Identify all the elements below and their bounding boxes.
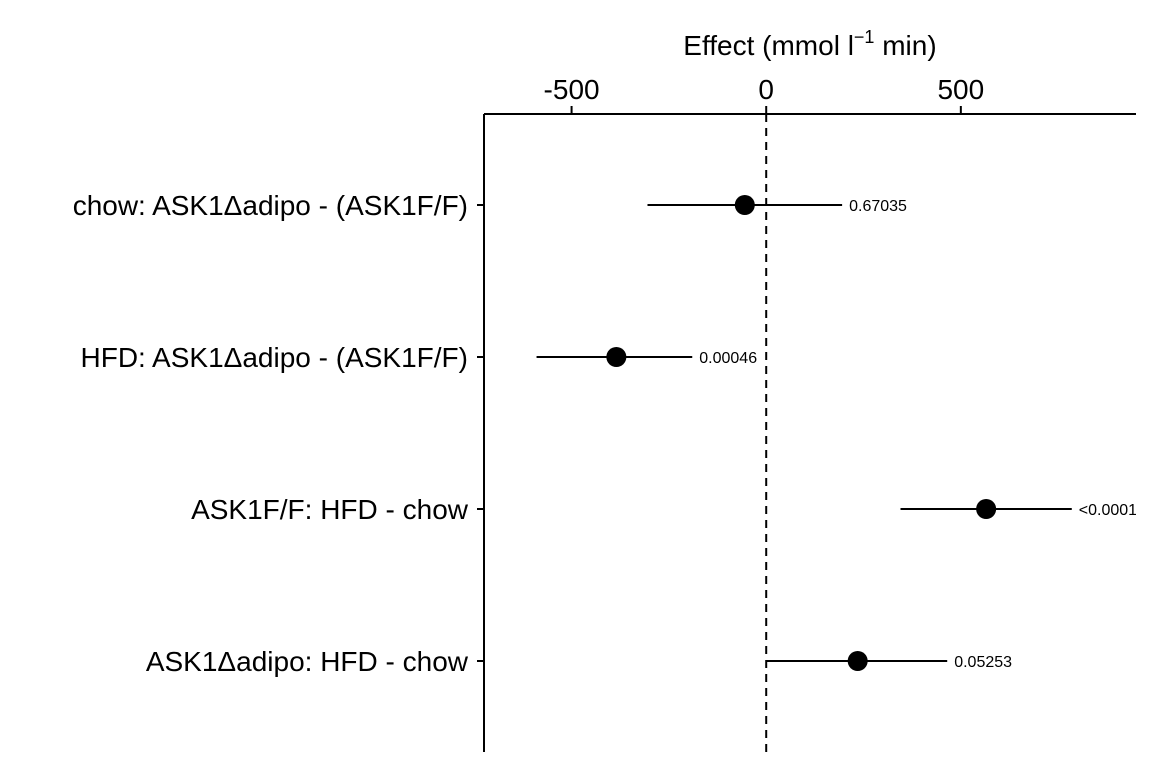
row-label: ASK1F/F: HFD - chow bbox=[191, 494, 469, 525]
row-label: chow: ASK1Δadipo - (ASK1F/F) bbox=[73, 190, 468, 221]
row-label: ASK1Δadipo: HFD - chow bbox=[146, 646, 469, 677]
p-value-label: 0.00046 bbox=[699, 350, 757, 367]
x-axis-ticks: -500 0 500 bbox=[544, 74, 984, 114]
x-axis-title-main: Effect (mmol l bbox=[683, 30, 854, 61]
p-value-label: 0.67035 bbox=[849, 198, 907, 215]
row-labels: chow: ASK1Δadipo - (ASK1F/F) HFD: ASK1Δad… bbox=[73, 190, 484, 677]
x-axis-title-superscript: −1 bbox=[854, 27, 875, 47]
x-tick-label: 500 bbox=[937, 74, 984, 105]
estimate-point bbox=[976, 499, 997, 519]
p-value-label: <0.0001 bbox=[1079, 502, 1137, 519]
x-tick-label: 0 bbox=[758, 74, 774, 105]
p-value-label: 0.05253 bbox=[954, 654, 1012, 671]
row-label: HFD: ASK1Δadipo - (ASK1F/F) bbox=[81, 342, 469, 373]
x-tick-label: -500 bbox=[544, 74, 600, 105]
x-axis-title: Effect (mmol l−1 min) bbox=[683, 27, 936, 61]
estimate-point bbox=[847, 651, 868, 671]
estimate-point bbox=[606, 347, 627, 367]
x-axis-title-tail: min) bbox=[874, 30, 936, 61]
forest-rows: 0.67035 0.00046 <0.0001 0.05253 bbox=[536, 195, 1137, 671]
estimate-point bbox=[734, 195, 755, 215]
